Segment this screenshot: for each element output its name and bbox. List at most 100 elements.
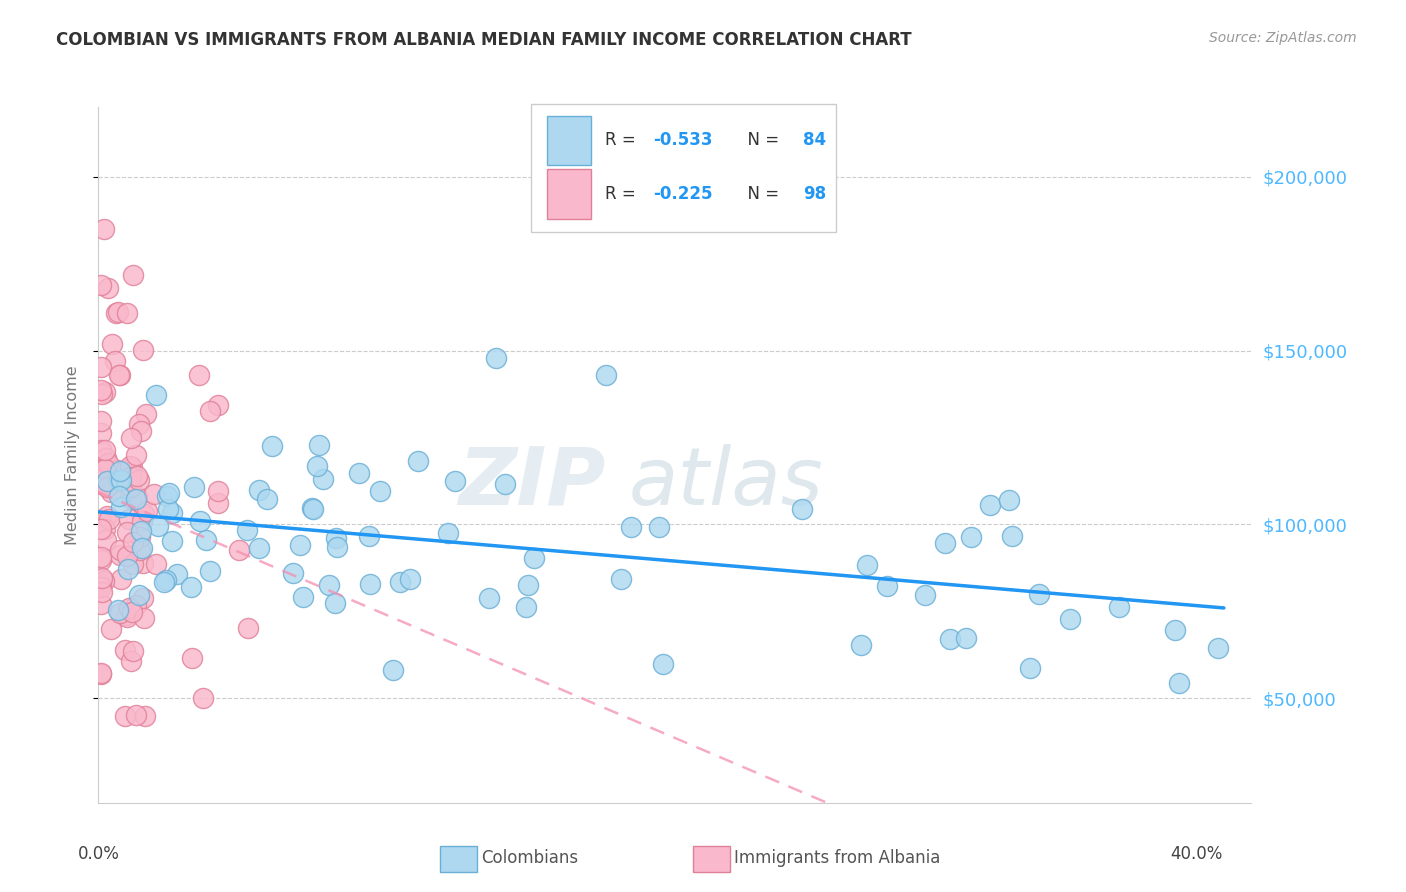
Point bbox=[160, 506, 183, 520]
Point bbox=[96, 509, 118, 524]
Point bbox=[131, 514, 153, 528]
Point bbox=[90, 278, 112, 293]
Point bbox=[122, 644, 145, 658]
Point bbox=[105, 475, 128, 490]
Point bbox=[110, 572, 132, 586]
Point bbox=[108, 473, 131, 487]
Point bbox=[118, 459, 141, 474]
Point bbox=[115, 610, 138, 624]
Point bbox=[132, 556, 155, 570]
Point bbox=[166, 566, 188, 581]
Point bbox=[1059, 612, 1081, 626]
Point bbox=[610, 572, 633, 586]
FancyBboxPatch shape bbox=[547, 169, 591, 219]
Point bbox=[90, 384, 112, 398]
Point bbox=[228, 543, 250, 558]
Point bbox=[515, 599, 537, 614]
Point bbox=[256, 491, 278, 506]
Point bbox=[117, 549, 139, 563]
Point bbox=[90, 580, 112, 594]
Text: N =: N = bbox=[737, 131, 785, 150]
Point bbox=[124, 449, 146, 463]
Text: -0.533: -0.533 bbox=[652, 131, 713, 150]
Point bbox=[121, 491, 143, 506]
Point bbox=[145, 388, 167, 402]
Point bbox=[247, 483, 270, 498]
Point bbox=[107, 305, 129, 319]
Point bbox=[90, 665, 112, 680]
Point bbox=[517, 577, 540, 591]
Point bbox=[101, 336, 124, 351]
Point bbox=[347, 466, 370, 480]
Point bbox=[90, 585, 112, 599]
Point bbox=[127, 469, 149, 483]
Point bbox=[105, 306, 128, 320]
Point bbox=[1208, 641, 1230, 656]
Point bbox=[125, 492, 148, 507]
Point bbox=[181, 651, 204, 665]
Point bbox=[136, 504, 159, 518]
Text: R =: R = bbox=[605, 185, 641, 203]
Point bbox=[283, 566, 305, 580]
Point bbox=[93, 574, 115, 588]
Point bbox=[97, 281, 120, 295]
FancyBboxPatch shape bbox=[531, 103, 837, 232]
Point bbox=[100, 485, 122, 500]
Point bbox=[855, 558, 877, 572]
Point bbox=[117, 561, 139, 575]
Point bbox=[238, 621, 260, 635]
Point bbox=[90, 442, 112, 457]
Point bbox=[118, 600, 141, 615]
Point bbox=[90, 549, 112, 564]
Point bbox=[408, 454, 430, 468]
Point bbox=[934, 536, 956, 550]
Point bbox=[93, 443, 115, 458]
Point bbox=[160, 534, 183, 549]
Point bbox=[485, 351, 508, 365]
Point bbox=[523, 551, 546, 566]
Point bbox=[115, 524, 138, 539]
Point bbox=[619, 520, 641, 534]
Point bbox=[90, 360, 112, 375]
Point bbox=[131, 424, 153, 438]
Point bbox=[262, 439, 284, 453]
Point bbox=[145, 558, 167, 572]
Point bbox=[115, 306, 138, 320]
Point bbox=[157, 486, 180, 500]
Text: N =: N = bbox=[737, 185, 785, 203]
Point bbox=[388, 574, 411, 589]
Point bbox=[191, 691, 214, 706]
Point bbox=[1000, 529, 1022, 543]
Point bbox=[851, 638, 873, 652]
Point bbox=[131, 541, 153, 556]
Point bbox=[90, 476, 112, 491]
Point bbox=[110, 473, 132, 487]
Point bbox=[120, 480, 142, 494]
Point bbox=[121, 557, 143, 571]
Point bbox=[436, 526, 458, 541]
Point bbox=[114, 642, 136, 657]
Point bbox=[1019, 661, 1042, 675]
Point bbox=[292, 590, 315, 604]
Point bbox=[998, 492, 1021, 507]
Point bbox=[120, 431, 142, 445]
Point bbox=[93, 221, 115, 235]
Text: 40.0%: 40.0% bbox=[1170, 845, 1223, 863]
Point bbox=[90, 598, 112, 612]
Point bbox=[94, 522, 117, 536]
Point bbox=[108, 548, 131, 562]
Point bbox=[398, 572, 420, 586]
Point bbox=[155, 573, 177, 587]
Point bbox=[180, 581, 202, 595]
Point bbox=[90, 571, 112, 585]
Y-axis label: Median Family Income: Median Family Income bbox=[65, 365, 80, 545]
Point bbox=[494, 477, 516, 491]
Text: R =: R = bbox=[605, 131, 641, 150]
FancyBboxPatch shape bbox=[547, 116, 591, 165]
Point bbox=[134, 708, 156, 723]
Point bbox=[357, 529, 380, 543]
Point bbox=[302, 502, 325, 516]
Point bbox=[94, 533, 117, 547]
Point bbox=[914, 588, 936, 602]
Point bbox=[876, 579, 898, 593]
